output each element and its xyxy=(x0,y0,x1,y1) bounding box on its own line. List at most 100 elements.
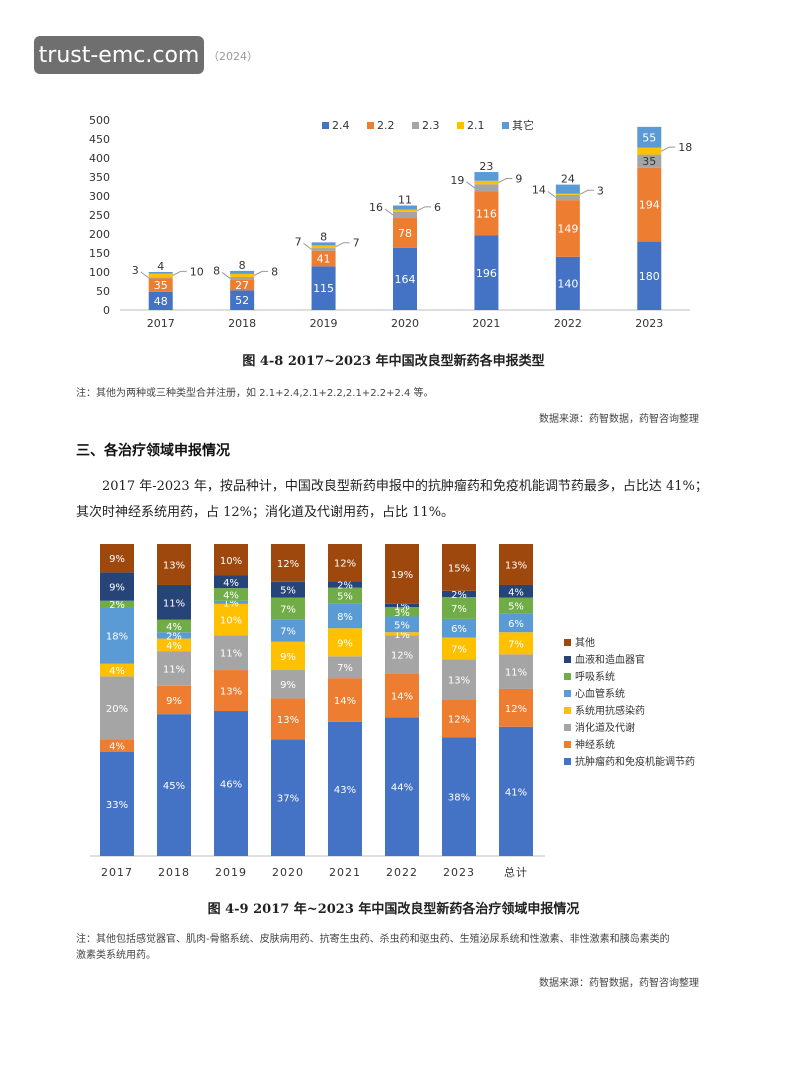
figure1-caption: 图 4-8 2017~2023 年中国改良型新药各申报类型 xyxy=(242,354,545,369)
data-label: 140 xyxy=(557,277,578,290)
data-label: 7% xyxy=(451,645,467,656)
data-label: 48 xyxy=(154,295,168,308)
data-label: 18% xyxy=(106,631,128,642)
bar-segment xyxy=(637,241,662,310)
chart-therapeutic-areas: 33%4%20%4%18%2%9%9%201745%9%11%4%2%4%11%… xyxy=(90,544,695,879)
legend-swatch xyxy=(367,122,374,129)
figure2-source: 数据来源：药智数据，药智咨询整理 xyxy=(539,978,699,989)
data-label: 38% xyxy=(448,793,470,804)
y-tick-label: 50 xyxy=(96,285,110,298)
y-tick-label: 400 xyxy=(89,152,110,165)
legend-label: 2.2 xyxy=(377,119,395,132)
bar-segment xyxy=(474,191,499,236)
bar-segment xyxy=(311,250,336,267)
bar-segment xyxy=(271,641,305,671)
bar-segment xyxy=(100,663,134,677)
data-label: 9% xyxy=(166,696,182,707)
bar-segment xyxy=(385,603,419,608)
figure2-note-line-1: 注：其他包括感觉器官、肌肉-骨骼系统、皮肤病用药、抗寄生虫药、杀虫药和驱虫药、生… xyxy=(76,934,670,945)
data-label: 7 xyxy=(353,237,360,250)
x-tick-label: 2018 xyxy=(158,866,190,879)
data-label: 13% xyxy=(505,560,527,571)
data-label: 8 xyxy=(239,259,246,272)
bar-segment xyxy=(393,205,417,210)
y-tick-label: 150 xyxy=(89,247,110,260)
bar-segment xyxy=(230,290,255,310)
data-label: 8% xyxy=(337,612,353,623)
x-tick-label: 2023 xyxy=(443,866,475,879)
data-label: 4% xyxy=(109,742,125,753)
data-label: 44% xyxy=(391,783,413,794)
legend-swatch xyxy=(564,707,571,714)
bar-segment xyxy=(474,184,499,192)
data-label: 15% xyxy=(448,563,470,574)
y-tick-label: 200 xyxy=(89,228,110,241)
leader-line xyxy=(579,189,594,195)
bar-segment xyxy=(499,726,533,856)
data-label: 19 xyxy=(450,174,464,187)
bar-segment xyxy=(157,714,191,856)
data-label: 7 xyxy=(295,235,302,248)
section-title: 三、各治疗领域申报情况 xyxy=(76,443,230,459)
bar-segment xyxy=(148,272,173,274)
legend-swatch xyxy=(412,122,419,129)
data-label: 4% xyxy=(109,666,125,677)
data-label: 9% xyxy=(337,638,353,649)
legend-label: 2.1 xyxy=(467,119,485,132)
bar-segment xyxy=(157,584,191,620)
data-label: 4% xyxy=(223,578,239,589)
bar-segment xyxy=(385,544,419,604)
bar-segment xyxy=(271,619,305,642)
x-tick-label: 2021 xyxy=(472,317,500,330)
data-label: 116 xyxy=(476,207,497,220)
legend-swatch xyxy=(564,758,571,765)
bar-segment xyxy=(442,590,476,598)
bar-segment xyxy=(499,613,533,633)
paragraph-line-2: 其次时神经系统用药，占 12%；消化道及代谢用药，占比 11%。 xyxy=(76,505,455,520)
figure2-note: 注：其他包括感觉器官、肌肉-骨骼系统、皮肤病用药、抗寄生虫药、杀虫药和驱虫药、生… xyxy=(76,932,670,964)
data-label: 4% xyxy=(166,622,182,633)
data-label: 9% xyxy=(109,583,125,594)
data-label: 12% xyxy=(391,650,413,661)
y-tick-label: 350 xyxy=(89,171,110,184)
leader-line xyxy=(335,242,350,248)
bar-segment xyxy=(311,266,336,310)
data-label: 8 xyxy=(320,230,327,243)
bar-segment xyxy=(555,194,580,201)
bar-segment xyxy=(230,270,255,274)
watermark: trust-emc.com xyxy=(34,36,204,74)
bar-segment xyxy=(499,597,533,614)
legend-label: 呼吸系统 xyxy=(575,670,615,683)
data-label: 1% xyxy=(223,598,239,609)
figure1-source: 数据来源：药智数据，药智咨询整理 xyxy=(539,414,699,425)
leader-line xyxy=(498,178,513,183)
x-tick-label: 2022 xyxy=(554,317,582,330)
data-label: 8 xyxy=(213,264,220,277)
bar-segment xyxy=(157,685,191,715)
data-label: 52 xyxy=(235,294,249,307)
data-label: 11% xyxy=(220,649,242,660)
y-tick-label: 250 xyxy=(89,209,110,222)
bar-segment xyxy=(271,544,305,582)
data-label: 23 xyxy=(479,160,493,173)
bar-segment xyxy=(555,256,580,310)
bar-segment xyxy=(214,711,248,856)
data-label: 13% xyxy=(220,687,242,698)
bar-segment xyxy=(474,172,499,181)
bar-segment xyxy=(271,739,305,856)
legend-swatch xyxy=(564,639,571,646)
data-label: 5% xyxy=(280,586,296,597)
data-label: 14 xyxy=(532,184,546,197)
x-tick-label: 2017 xyxy=(147,317,175,330)
leader-line xyxy=(661,146,676,152)
legend-label: 2.3 xyxy=(422,119,440,132)
data-label: 27 xyxy=(235,279,249,292)
bar-segment xyxy=(148,273,173,278)
data-label: 149 xyxy=(557,222,578,235)
data-label: 41% xyxy=(505,787,527,798)
data-label: 78 xyxy=(398,227,412,240)
data-label: 12% xyxy=(448,715,470,726)
leader-line xyxy=(140,271,150,279)
bar-segment xyxy=(328,587,362,604)
data-label: 9% xyxy=(280,680,296,691)
